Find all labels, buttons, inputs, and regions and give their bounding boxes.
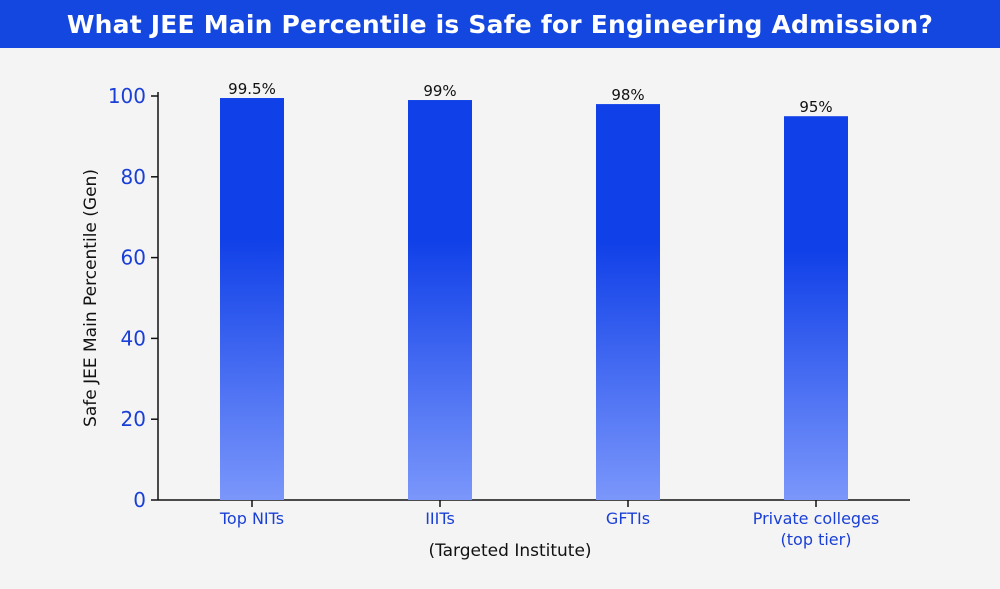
chart-area: Safe JEE Main Percentile (Gen) (Targeted… — [0, 48, 1000, 584]
data-label: 95% — [799, 98, 832, 116]
bar — [596, 104, 660, 500]
y-tick-label: 0 — [133, 488, 146, 512]
bar-chart: Safe JEE Main Percentile (Gen) (Targeted… — [81, 80, 910, 561]
x-axis-label: (Targeted Institute) — [428, 541, 591, 561]
x-tick-label: Top NITs — [219, 509, 284, 528]
y-tick-label: 60 — [121, 246, 146, 270]
x-tick-label: GFTIs — [606, 509, 650, 528]
y-axis-label: Safe JEE Main Percentile (Gen) — [81, 169, 101, 427]
bar — [784, 116, 848, 500]
title-banner: What JEE Main Percentile is Safe for Eng… — [0, 0, 1000, 48]
y-tick-label: 40 — [121, 326, 146, 350]
x-tick-label: (top tier) — [781, 530, 852, 549]
data-label: 99.5% — [228, 80, 276, 98]
bar — [220, 98, 284, 500]
chart-title: What JEE Main Percentile is Safe for Eng… — [66, 9, 934, 39]
y-tick-label: 20 — [121, 407, 146, 431]
bar — [408, 100, 472, 500]
x-tick-label: IIITs — [425, 509, 455, 528]
y-tick-label: 80 — [121, 165, 146, 189]
x-tick-label: Private colleges — [753, 509, 880, 528]
data-label: 98% — [611, 86, 644, 104]
data-label: 99% — [423, 82, 456, 100]
y-tick-label: 100 — [108, 84, 146, 108]
